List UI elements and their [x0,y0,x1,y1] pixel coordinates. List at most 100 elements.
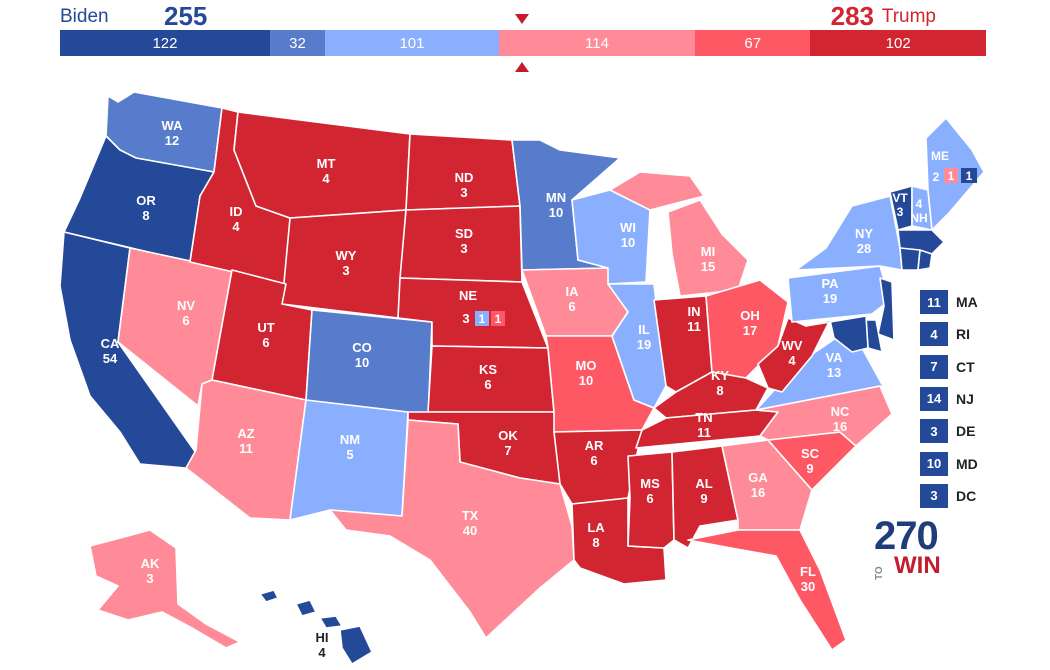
maine-district-split: 2 1 1 [933,168,977,184]
small-state-abbr: MA [956,294,978,310]
small-state-ev-box: 10 [920,451,948,476]
me-statewide-votes: 2 [933,170,940,184]
state-shape-ma[interactable] [897,229,945,255]
logo-win: WIN [894,552,941,579]
state-shape-nc[interactable] [755,385,893,447]
state-label-va: VA 13 [825,350,843,380]
state-label-ks: KS 6 [479,362,497,392]
small-state-ev-box: 4 [920,322,948,347]
small-state-ev-box: 3 [920,483,948,508]
state-shape-ct[interactable] [899,247,921,271]
state-label-ia: IA 6 [566,284,580,314]
state-shape-mi-upper[interactable] [609,171,705,211]
state-label-wa: WA 12 [162,118,184,148]
ne-district-1-votes: 1 [479,312,486,326]
small-state-abbr: MD [956,455,978,472]
270towin-logo: 270 TO WIN [872,514,952,584]
state-label-mi: MI 15 [701,244,715,274]
state-label-id: ID 4 [230,204,243,234]
state-label-or: OR 8 [136,193,156,223]
small-state-nj[interactable]: 14 NJ [920,386,974,412]
state-label-hi: HI 4 [316,630,329,660]
small-state-abbr: DC [956,487,977,504]
state-shape-ak[interactable] [89,529,241,649]
state-label-wy: WY 3 [336,248,357,278]
logo-to: TO [874,566,885,580]
state-shape-mi[interactable] [667,199,749,297]
small-state-ct[interactable]: 7 CT [920,354,975,380]
state-label-sc: SC 9 [801,446,820,476]
270-marker-bottom-icon [515,62,529,72]
state-label-nm: NM 5 [340,432,360,462]
state-label-ca: CA 54 [101,336,120,366]
ne-district-2-box[interactable] [491,311,505,326]
small-state-ev-box: 3 [920,419,948,444]
state-label-ne: NE [459,288,477,303]
small-state-de[interactable]: 3 DE [920,418,975,444]
state-label-al: AL 9 [695,476,712,506]
dem-electoral-total: 255 [164,1,208,31]
state-shape-tx[interactable] [329,419,575,639]
state-label-ny: NY 28 [855,226,873,256]
state-label-ky: KY 8 [711,368,729,398]
state-label-nv: NV 6 [177,298,195,328]
state-label-ar: AR 6 [585,438,604,468]
state-shape-pa[interactable] [787,265,891,323]
header: Biden 255 283 Trump [60,0,986,31]
rep-electoral-total: 283 [830,1,874,31]
ne-statewide-votes: 3 [462,311,469,326]
ne-district-1-box[interactable] [475,311,489,326]
state-label-wi: WI 10 [620,220,636,250]
bar-segment-lean-dem: 101 [325,30,499,56]
me-district-2-box[interactable] [944,168,958,183]
state-label-me: ME [931,149,949,163]
us-electoral-map: WA 12 OR 8 CA 54 NV 6 ID 4 MT 4 WY 3 UT 6 AZ 11 C… [59,91,985,665]
small-state-abbr: NJ [956,390,974,407]
state-label-mo: MO 10 [576,358,597,388]
270-marker-top-icon [515,14,529,24]
state-label-sd: SD 3 [455,226,473,256]
state-shape-ny[interactable] [795,195,903,271]
small-state-ri[interactable]: 4 RI [920,321,970,347]
ne-district-2-votes: 1 [495,312,502,326]
state-label-fl: FL 30 [800,564,816,594]
state-shape-nj[interactable] [877,277,895,341]
state-label-oh: OH 17 [740,308,760,338]
bar-segment-likely-rep: 67 [695,30,811,56]
state-label-ms: MS 6 [640,476,660,506]
small-state-abbr: RI [956,326,970,343]
me-district-1-box[interactable] [961,168,977,183]
small-state-ev-box: 7 [920,354,948,379]
state-label-la: LA 8 [587,520,605,550]
state-label-ak: AK 3 [141,556,160,586]
small-state-abbr: CT [956,358,975,375]
state-label-tx: TX 40 [462,508,479,538]
bar-segment-likely-dem: 32 [269,30,326,56]
state-label-nh: 4 NH [910,197,927,225]
state-label-nc: NC 16 [831,404,850,434]
state-shape-hi[interactable] [259,589,373,665]
state-shape-la[interactable] [571,497,667,585]
state-label-tn: TN 11 [695,410,712,440]
small-state-md[interactable]: 10 MD [920,451,978,477]
state-shape-fl[interactable] [687,529,847,651]
state-label-co: CO 10 [352,340,372,370]
state-label-az: AZ 11 [237,426,254,456]
me-district-1-votes: 1 [966,169,973,183]
state-label-pa: PA 19 [821,276,839,306]
nebraska-district-split: 3 1 1 [462,311,505,326]
bar-segment-safe-dem: 122 [60,30,270,56]
state-label-wv: WV 4 [782,338,803,368]
small-state-ev-box: 14 [920,386,948,411]
state-label-ga: GA 16 [748,470,768,500]
small-state-ma[interactable]: 11 MA [920,289,978,315]
state-label-ut: UT 6 [257,320,274,350]
dem-candidate-name: Biden [60,6,109,27]
me-district-2-votes: 1 [948,169,955,183]
state-shape-ri[interactable] [917,249,933,271]
state-label-il: IL 19 [637,322,651,352]
state-label-nd: ND 3 [455,170,474,200]
small-state-dc[interactable]: 3 DC [920,483,976,509]
state-shape-md[interactable] [805,315,869,353]
small-state-abbr: DE [956,423,976,440]
